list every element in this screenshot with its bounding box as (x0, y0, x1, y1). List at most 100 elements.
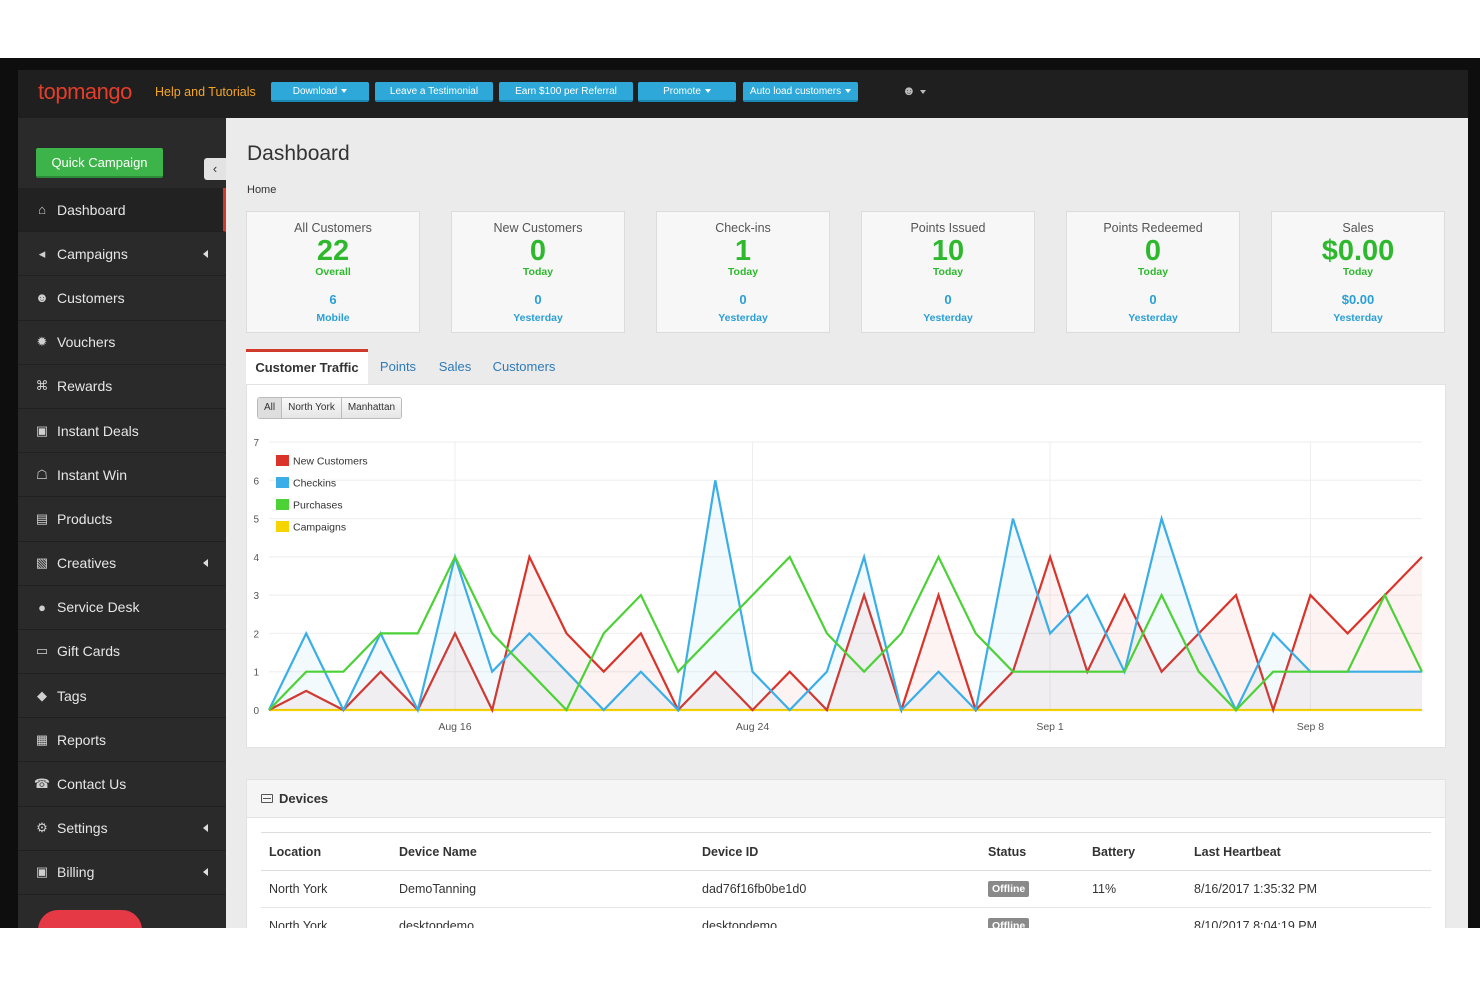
chart-card: 0 1 2 3 4 5 6 7 Aug 16 Aug 24 Sep 1 Sep 8 New Custom… (246, 384, 1446, 748)
tab-customer-traffic[interactable]: Customer Traffic (246, 349, 368, 384)
customer-traffic-chart: 0 1 2 3 4 5 6 7 Aug 16 Aug 24 Sep 1 Sep 8 New Custom… (253, 438, 1423, 733)
sidebar-item-vouchers[interactable]: ✹ Vouchers (18, 321, 226, 365)
stat-secondary-value: 0 (739, 292, 747, 307)
money-icon: ▣ (35, 422, 49, 438)
sidebar-item-contact-us[interactable]: ☎ Contact Us (18, 762, 226, 807)
breadcrumb[interactable]: Home (247, 184, 277, 196)
money-icon: ▣ (35, 864, 49, 880)
sidebar-item-settings[interactable]: ⚙ Settings (18, 807, 226, 851)
y-tick-label: 3 (253, 591, 259, 602)
filter-all[interactable]: All (258, 398, 283, 418)
table-cell: 8/16/2017 1:35:32 PM (1186, 870, 1431, 908)
tab-points[interactable]: Points (379, 359, 417, 374)
filter-manhattan[interactable]: Manhattan (341, 398, 402, 418)
table-cell: DemoTanning (391, 870, 694, 908)
topbar-button-4[interactable]: Auto load customers (743, 82, 858, 102)
filter-north-york[interactable]: North York (282, 398, 342, 418)
sidebar-item-dashboard[interactable]: ⌂ Dashboard (18, 188, 226, 233)
table-cell: dad76f16fb0be1d0 (694, 870, 980, 908)
series-line-checkins (268, 480, 1422, 714)
sidebar-item-reports[interactable]: ▦ Reports (18, 718, 226, 763)
legend-swatch (276, 499, 289, 510)
stat-secondary-label: Yesterday (1128, 312, 1178, 324)
sidebar-item-instant-deals[interactable]: ▣ Instant Deals (18, 409, 226, 454)
series-area (269, 556, 1422, 710)
help-button[interactable] (38, 910, 142, 928)
y-tick-label: 6 (253, 476, 259, 487)
stat-secondary-value: $0.00 (1341, 292, 1375, 307)
status-badge: Offline (988, 918, 1030, 928)
tab-sales[interactable]: Sales (438, 359, 472, 374)
topbar-button-label: Leave a Testimonial (389, 86, 479, 97)
devices-panel: Devices Location Device Name Device ID Stat… (246, 779, 1446, 928)
gear-icon: ⚙ (36, 820, 48, 836)
topbar-button-2[interactable]: Earn $100 per Referral (499, 82, 633, 102)
badge-icon: ✹ (36, 334, 48, 350)
sidebar-item-products[interactable]: ▤ Products (18, 497, 226, 542)
sidebar-item-tags[interactable]: ◆ Tags (18, 674, 226, 719)
trophy-icon: ⌘ (35, 378, 49, 394)
table-cell: 11% (1084, 870, 1186, 908)
topbar-button-1[interactable]: Leave a Testimonial (375, 82, 493, 102)
table-cell (1084, 907, 1186, 928)
column-header: Status (980, 832, 1084, 871)
legend-label: New Customers (293, 456, 368, 468)
y-tick-label: 0 (253, 706, 259, 717)
stat-card: New Customers 0 Today 0 Yesterday (451, 211, 625, 333)
stat-secondary-value: 0 (534, 292, 542, 307)
sidebar-item-label: Contact Us (57, 776, 127, 793)
stat-card: Points Redeemed 0 Today 0 Yesterday (1066, 211, 1240, 333)
stat-secondary-label: Yesterday (1333, 312, 1383, 324)
sidebar-item-instant-win[interactable]: ☖ Instant Win (18, 453, 226, 498)
topbar-button-0[interactable]: Download (271, 82, 369, 102)
sidebar-item-customers[interactable]: ☻ Customers (18, 276, 226, 321)
quick-campaign-button[interactable]: Quick Campaign (36, 148, 163, 178)
legend-swatch (276, 455, 289, 466)
tags-icon: ◆ (37, 687, 47, 703)
devices-header: Devices (247, 780, 1445, 818)
sidebar-nav: ⌂ Dashboard ◂ Campaigns ☻ Customers ✹ Vouchers ⌘… (18, 188, 226, 895)
y-tick-label: 1 (253, 668, 259, 679)
sidebar-item-service-desk[interactable]: ● Service Desk (18, 586, 226, 630)
stat-secondary-value: 6 (329, 292, 337, 307)
table-row[interactable]: North York DemoTanning dad76f16fb0be1d0 Off… (261, 870, 1431, 908)
sidebar-item-campaigns[interactable]: ◂ Campaigns (18, 232, 226, 277)
status-badge: Offline (988, 881, 1030, 897)
caret-down-icon (341, 89, 348, 94)
stat-secondary-label: Yesterday (513, 312, 563, 324)
sidebar-item-creatives[interactable]: ▧ Creatives (18, 542, 226, 586)
page-title: Dashboard (247, 142, 350, 165)
table-row[interactable]: North York desktopdemo desktopdemo Offline 8… (261, 907, 1431, 928)
stat-label: All Customers (294, 221, 372, 235)
stat-card: Points Issued 10 Today 0 Yesterday (861, 211, 1035, 333)
topbar-button-label: Download (292, 86, 338, 97)
chevron-left-icon[interactable]: ‹ (204, 158, 226, 180)
column-header: Device Name (391, 832, 694, 871)
table-icon: ▦ (35, 731, 49, 747)
tab-customers[interactable]: Customers (492, 359, 556, 374)
stat-value: 0 (1144, 235, 1162, 267)
chevron-left-icon (203, 559, 208, 568)
x-tick-label: Sep 1 (1036, 721, 1064, 733)
image-icon: ▧ (35, 555, 49, 571)
column-header: Last Heartbeat (1186, 832, 1431, 871)
user-menu[interactable]: ☻ (902, 83, 926, 98)
series-line-purchases (268, 554, 1423, 712)
stat-label: Points Issued (910, 221, 986, 235)
logo[interactable]: topmango (38, 79, 132, 104)
chevron-left-icon (203, 868, 208, 877)
user-icon: ☻ (902, 83, 916, 98)
sidebar-item-billing[interactable]: ▣ Billing (18, 851, 226, 895)
table-cell: North York (261, 870, 391, 908)
stat-value: 1 (734, 235, 752, 267)
topbar-button-label: Promote (663, 86, 701, 97)
sidebar-item-rewards[interactable]: ⌘ Rewards (18, 365, 226, 409)
stat-sub-label: Overall (315, 266, 351, 278)
cart-icon: ▤ (35, 510, 49, 526)
topbar-button-3[interactable]: Promote (638, 82, 736, 102)
table-cell: Offline (980, 870, 1084, 908)
help-and-tutorials-link[interactable]: Help and Tutorials (155, 85, 256, 99)
sidebar-item-gift-cards[interactable]: ▭ Gift Cards (18, 630, 226, 675)
devices-table: Location Device Name Device ID Status Batter… (261, 832, 1431, 928)
legend-label: Campaigns (293, 522, 346, 534)
